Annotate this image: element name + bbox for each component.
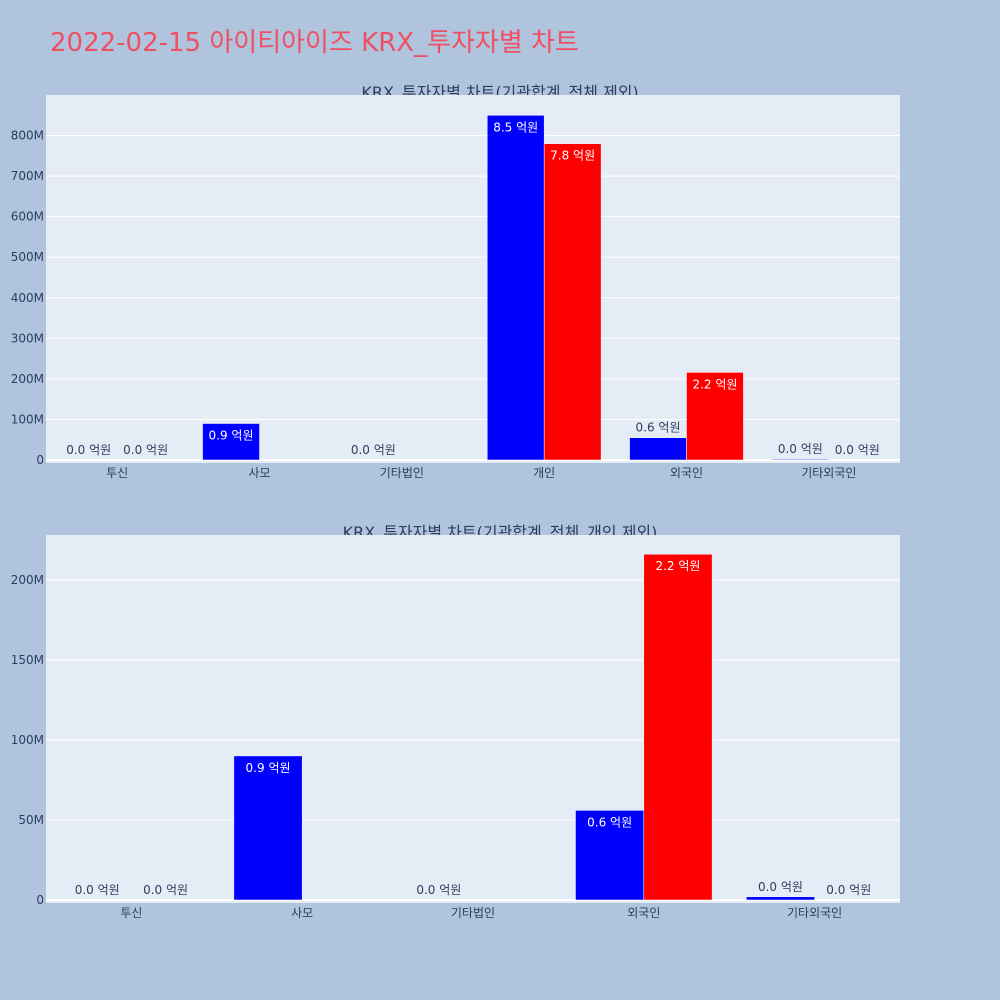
y-tick-label: 700M: [11, 169, 44, 183]
bar: [202, 423, 260, 461]
data-label: 0.0 억원: [66, 443, 111, 457]
y-tick-label: 200M: [11, 573, 44, 587]
x-tick-label: 외국인: [670, 466, 703, 480]
data-label: 2.2 억원: [692, 377, 737, 391]
chart-1: 0 100M 200M 300M 400M 500M 600M 700M 800M 투신 0.0 억…: [11, 95, 900, 480]
x-tick-label: 사모: [248, 466, 270, 480]
y-tick-label: 500M: [11, 250, 44, 264]
data-label: 0.9 억원: [209, 429, 254, 443]
x-tick-label: 기타법인: [451, 906, 495, 920]
data-label: 0.0 억원: [416, 883, 461, 897]
bar: [686, 372, 744, 461]
y-tick-label: 50M: [18, 813, 44, 827]
bar: [771, 458, 830, 461]
y-tick-label: 0: [36, 893, 44, 907]
bar: [643, 553, 713, 901]
data-label: 0.0 억원: [826, 883, 871, 897]
bar: [629, 437, 687, 461]
data-label: 0.6 억원: [636, 421, 681, 435]
page-title: 2022-02-15 아이티아이즈 KRX_투자자별 차트: [50, 28, 579, 58]
bar: [746, 896, 815, 901]
y-tick-label: 100M: [11, 733, 44, 747]
x-tick-label: 기타외국인: [801, 466, 856, 480]
y-tick-label: 400M: [11, 291, 44, 305]
y-tick-label: 300M: [11, 331, 44, 345]
y-tick-label: 150M: [11, 653, 44, 667]
x-tick-label: 개인: [533, 466, 555, 480]
bar: [233, 755, 303, 901]
data-label: 0.0 억원: [75, 883, 120, 897]
data-label: 0.6 억원: [587, 815, 632, 829]
data-label: 0.9 억원: [246, 761, 291, 775]
data-label: 7.8 억원: [550, 149, 595, 163]
data-label: 0.0 억원: [143, 883, 188, 897]
y-tick-label: 800M: [11, 129, 44, 143]
bar: [575, 810, 645, 901]
y-tick-label: 0: [36, 453, 44, 467]
plot-area: [46, 95, 900, 463]
data-label: 0.0 억원: [758, 880, 803, 894]
y-tick-label: 200M: [11, 372, 44, 386]
data-label: 2.2 억원: [655, 559, 700, 573]
data-label: 8.5 억원: [493, 120, 538, 134]
x-tick-label: 기타법인: [380, 466, 424, 480]
bar: [543, 143, 602, 461]
y-tick-label: 600M: [11, 210, 44, 224]
data-label: 0.0 억원: [835, 443, 880, 457]
plot-area: [46, 535, 900, 903]
data-label: 0.0 억원: [778, 442, 823, 456]
x-tick-label: 투신: [106, 466, 128, 480]
x-tick-label: 사모: [291, 906, 313, 920]
y-tick-label: 100M: [11, 412, 44, 426]
x-tick-label: 기타외국인: [787, 906, 842, 920]
x-tick-label: 외국인: [627, 906, 660, 920]
data-label: 0.0 억원: [123, 443, 168, 457]
bar: [486, 115, 545, 461]
x-tick-label: 투신: [120, 906, 142, 920]
data-label: 0.0 억원: [351, 443, 396, 457]
